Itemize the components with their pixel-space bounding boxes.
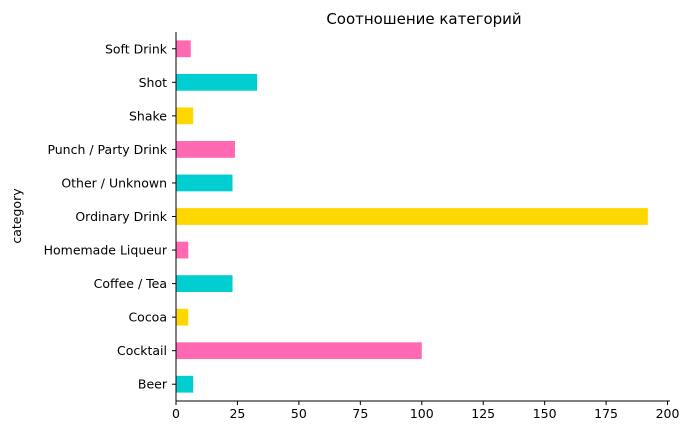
x-ticks-group: 0 25 50 75 100 125 150 175 200 [172, 401, 680, 421]
x-tick-label: 200 [656, 406, 680, 421]
y-tick-label: Shake [129, 108, 167, 123]
bar-punch-party-drink [176, 141, 235, 158]
y-tick-label: Homemade Liqueur [44, 243, 168, 258]
y-tick-label: Beer [138, 377, 168, 392]
x-tick-label: 75 [352, 406, 368, 421]
bar-beer [176, 375, 194, 393]
bar-other-unknown [176, 174, 233, 192]
bar-coffee-tea [176, 275, 233, 292]
y-ticks-group: Beer Cocktail Cocoa Coffee / Tea Homemade Li… [44, 41, 176, 392]
bar-cocoa [176, 308, 189, 326]
y-tick-label: Cocktail [117, 343, 167, 358]
y-tick-label: Soft Drink [105, 41, 168, 56]
y-tick-label: Punch / Party Drink [47, 142, 167, 157]
bar-shake [176, 107, 194, 125]
y-tick-label: Coffee / Tea [94, 276, 167, 291]
x-tick-label: 175 [594, 406, 618, 421]
y-tick-label: Other / Unknown [61, 175, 167, 190]
chart-title: Соотношение категорий [326, 10, 521, 28]
bar-soft-drink [176, 40, 191, 58]
bar-cocktail [176, 342, 422, 360]
y-tick-label: Ordinary Drink [75, 209, 167, 224]
x-tick-label: 150 [533, 406, 557, 421]
y-tick-label: Shot [139, 75, 168, 90]
x-tick-label: 100 [410, 406, 434, 421]
bar-homemade-liqueur [176, 241, 189, 259]
x-tick-label: 25 [229, 406, 245, 421]
bar-shot [176, 73, 258, 91]
bars-group [176, 40, 648, 393]
y-axis-label: category [9, 188, 24, 244]
x-tick-label: 125 [471, 406, 495, 421]
y-tick-label: Cocoa [128, 310, 167, 325]
bar-ordinary-drink [176, 208, 648, 225]
x-tick-label: 50 [291, 406, 307, 421]
x-tick-label: 0 [172, 406, 180, 421]
